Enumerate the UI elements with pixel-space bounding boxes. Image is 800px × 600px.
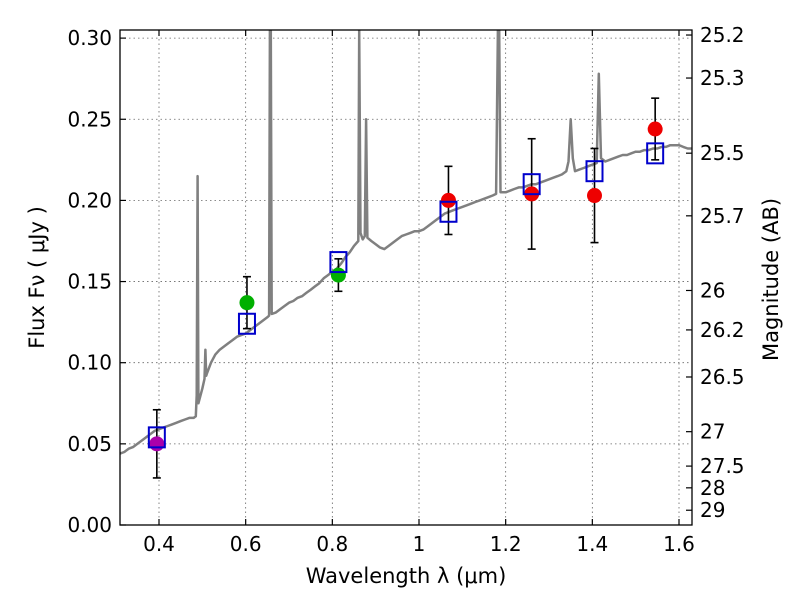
grid-lines [120, 30, 692, 526]
data-point [587, 188, 602, 204]
model-box-layer [147, 142, 665, 449]
data-point [149, 436, 165, 452]
y-tick-label: 0.10 [67, 351, 112, 375]
mag-tick-label: 27 [700, 420, 725, 444]
x-axis-ticks: 0.4 0.6 0.8 1 1.2 1.4 1.6 [143, 30, 695, 556]
model-square [439, 200, 458, 223]
mag-tick-label: 29 [700, 498, 725, 522]
mag-tick-label: 25.3 [700, 66, 745, 90]
y-axis-ticks: 0.00 0.05 0.10 0.15 0.20 0.25 0.30 [67, 26, 126, 537]
model-square [329, 251, 348, 274]
data-point [330, 267, 346, 283]
y-axis-title: Flux Fν ( μJy ) [25, 206, 49, 349]
model-square [646, 142, 665, 165]
model-square [237, 312, 256, 335]
y-tick-label: 0.30 [67, 26, 112, 50]
mag-tick-label: 28 [700, 476, 725, 500]
mag-tick-label: 26.2 [700, 318, 745, 342]
mag-tick-label: 26 [700, 278, 725, 302]
x-tick-label: 1.6 [663, 532, 695, 556]
model-square [585, 160, 604, 183]
y-tick-label: 0.05 [67, 432, 112, 456]
mag-tick-label: 25.2 [700, 23, 745, 47]
model-square [522, 173, 541, 196]
data-point [647, 121, 663, 137]
x-tick-label: 1.4 [576, 532, 608, 556]
mag-tick-label: 25.7 [700, 204, 745, 228]
mag-tick-label: 26.5 [700, 365, 745, 389]
data-point [239, 295, 255, 311]
mag-tick-label: 25.5 [700, 141, 745, 165]
spectrum-line [120, 30, 692, 455]
errorbar-layer [152, 97, 660, 479]
y-tick-label: 0.20 [67, 188, 112, 212]
x-tick-label: 0.8 [316, 532, 348, 556]
y-tick-label: 0.00 [67, 513, 112, 537]
spectrum-layer [120, 30, 692, 455]
right-axis-title: Magnitude (AB) [759, 198, 783, 361]
x-tick-label: 1.2 [490, 532, 522, 556]
x-tick-label: 1 [413, 532, 426, 556]
x-tick-label: 0.4 [143, 532, 175, 556]
model-square [147, 426, 166, 449]
plot-frame [119, 29, 693, 526]
y-tick-label: 0.25 [67, 107, 112, 131]
x-axis-title: Wavelength λ (μm) [306, 564, 507, 588]
data-point [440, 192, 456, 208]
x-tick-label: 0.6 [230, 532, 262, 556]
y-tick-label: 0.15 [67, 270, 112, 294]
mag-tick-label: 27.5 [700, 454, 745, 478]
